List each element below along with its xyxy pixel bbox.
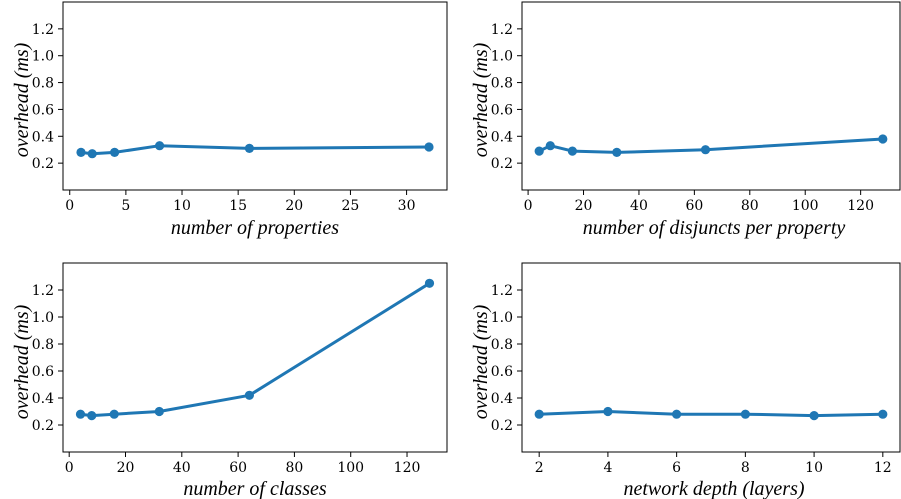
- y-tick-label: 0.8: [491, 76, 513, 92]
- y-tick-label: 1.0: [32, 49, 54, 65]
- x-tick-label: 60: [685, 198, 703, 214]
- subplot-disjuncts: number of disjuncts per property overhea…: [470, 1, 901, 239]
- x-tick-label: 20: [575, 198, 593, 214]
- x-tick-label: 15: [229, 198, 247, 214]
- data-point: [809, 411, 819, 421]
- x-tick-label: 30: [398, 198, 416, 214]
- y-tick-label: 0.6: [491, 102, 513, 118]
- x-tick-label: 80: [285, 460, 303, 476]
- x-tick-label: 4: [603, 460, 612, 476]
- data-point: [109, 409, 119, 419]
- series-line: [79, 281, 431, 418]
- y-tick-label: 0.4: [32, 391, 54, 407]
- y-axis-label: overhead (ms): [470, 42, 492, 157]
- data-point: [244, 390, 254, 400]
- y-tick-label: 1.2: [32, 283, 54, 299]
- x-tick-label: 6: [672, 460, 681, 476]
- data-point: [878, 134, 888, 144]
- y-axis-label: overhead (ms): [11, 304, 33, 419]
- x-tick-label: 0: [65, 198, 74, 214]
- y-tick-label: 0.8: [32, 337, 54, 353]
- x-tick-label: 12: [874, 460, 892, 476]
- x-tick-label: 25: [342, 198, 360, 214]
- data-point: [740, 409, 751, 419]
- x-tick-label: 100: [337, 460, 364, 476]
- x-tick-label: 0: [65, 460, 74, 476]
- x-tick-label: 40: [630, 198, 648, 214]
- data-point: [603, 406, 613, 417]
- series-line: [79, 144, 431, 156]
- plot-frame: [521, 1, 901, 191]
- data-point: [878, 409, 888, 419]
- y-tick-label: 0.6: [32, 102, 54, 118]
- y-tick-label: 0.2: [32, 418, 54, 434]
- y-tick-label: 0.8: [32, 76, 54, 92]
- data-point: [534, 146, 544, 156]
- y-tick-label: 0.2: [491, 418, 513, 434]
- y-tick-label: 0.4: [32, 129, 54, 145]
- data-point: [155, 141, 165, 151]
- data-point: [534, 409, 544, 419]
- y-tick-label: 1.0: [491, 310, 513, 326]
- data-point: [244, 143, 254, 153]
- data-point: [672, 409, 682, 419]
- subplot-network-depth: network depth (layers) overhead (ms) 2 4 6…: [470, 262, 901, 499]
- y-tick-label: 1.2: [32, 22, 54, 38]
- x-tick-label: 40: [173, 460, 191, 476]
- x-tick-label: 80: [741, 198, 759, 214]
- data-point: [612, 147, 622, 157]
- plot-frame: [62, 262, 448, 453]
- x-axis-label: number of disjuncts per property: [583, 217, 846, 239]
- plot-frame: [521, 262, 901, 453]
- x-tick-label: 60: [229, 460, 247, 476]
- y-tick-label: 1.0: [491, 49, 513, 65]
- y-tick-label: 0.4: [491, 129, 513, 145]
- y-tick-label: 0.2: [491, 156, 513, 172]
- x-tick-label: 100: [792, 198, 819, 214]
- x-tick-label: 2: [535, 460, 544, 476]
- data-point: [110, 147, 120, 157]
- data-point: [75, 409, 86, 419]
- y-axis-label: overhead (ms): [11, 42, 33, 157]
- data-point: [545, 141, 555, 151]
- y-tick-label: 1.2: [491, 22, 513, 38]
- x-tick-label: 8: [741, 460, 750, 476]
- y-tick-label: 0.6: [32, 364, 54, 380]
- y-tick-label: 0.6: [491, 364, 513, 380]
- data-point: [567, 146, 578, 156]
- data-point: [154, 406, 164, 417]
- y-axis-label: overhead (ms): [470, 304, 492, 419]
- x-tick-label: 0: [524, 198, 533, 214]
- plot-frame: [62, 1, 448, 191]
- x-tick-label: 5: [121, 198, 130, 214]
- y-tick-label: 1.0: [32, 310, 54, 326]
- y-tick-label: 1.2: [491, 283, 513, 299]
- data-point: [76, 147, 86, 157]
- x-axis-label: network depth (layers): [623, 478, 804, 499]
- subplot-classes: number of classes overhead (ms) 0 20 40 60 8…: [11, 262, 448, 499]
- x-tick-label: 120: [394, 460, 421, 476]
- x-axis-label: number of properties: [171, 217, 339, 239]
- x-tick-label: 20: [117, 460, 135, 476]
- x-axis-label: number of classes: [183, 478, 327, 499]
- x-tick-label: 120: [847, 198, 874, 214]
- series-line: [537, 410, 885, 418]
- y-tick-label: 0.4: [491, 391, 513, 407]
- subplot-properties: number of properties overhead (ms) 0 5 10 1…: [11, 1, 448, 239]
- y-tick-label: 0.8: [491, 337, 513, 353]
- series-line: [537, 137, 885, 154]
- data-point: [424, 278, 435, 288]
- y-tick-label: 0.2: [32, 156, 54, 172]
- data-point: [700, 145, 711, 155]
- data-point: [87, 411, 97, 421]
- data-point: [87, 149, 97, 159]
- x-tick-label: 20: [285, 198, 303, 214]
- x-tick-label: 10: [173, 198, 191, 214]
- x-tick-label: 10: [805, 460, 823, 476]
- data-point: [424, 142, 434, 152]
